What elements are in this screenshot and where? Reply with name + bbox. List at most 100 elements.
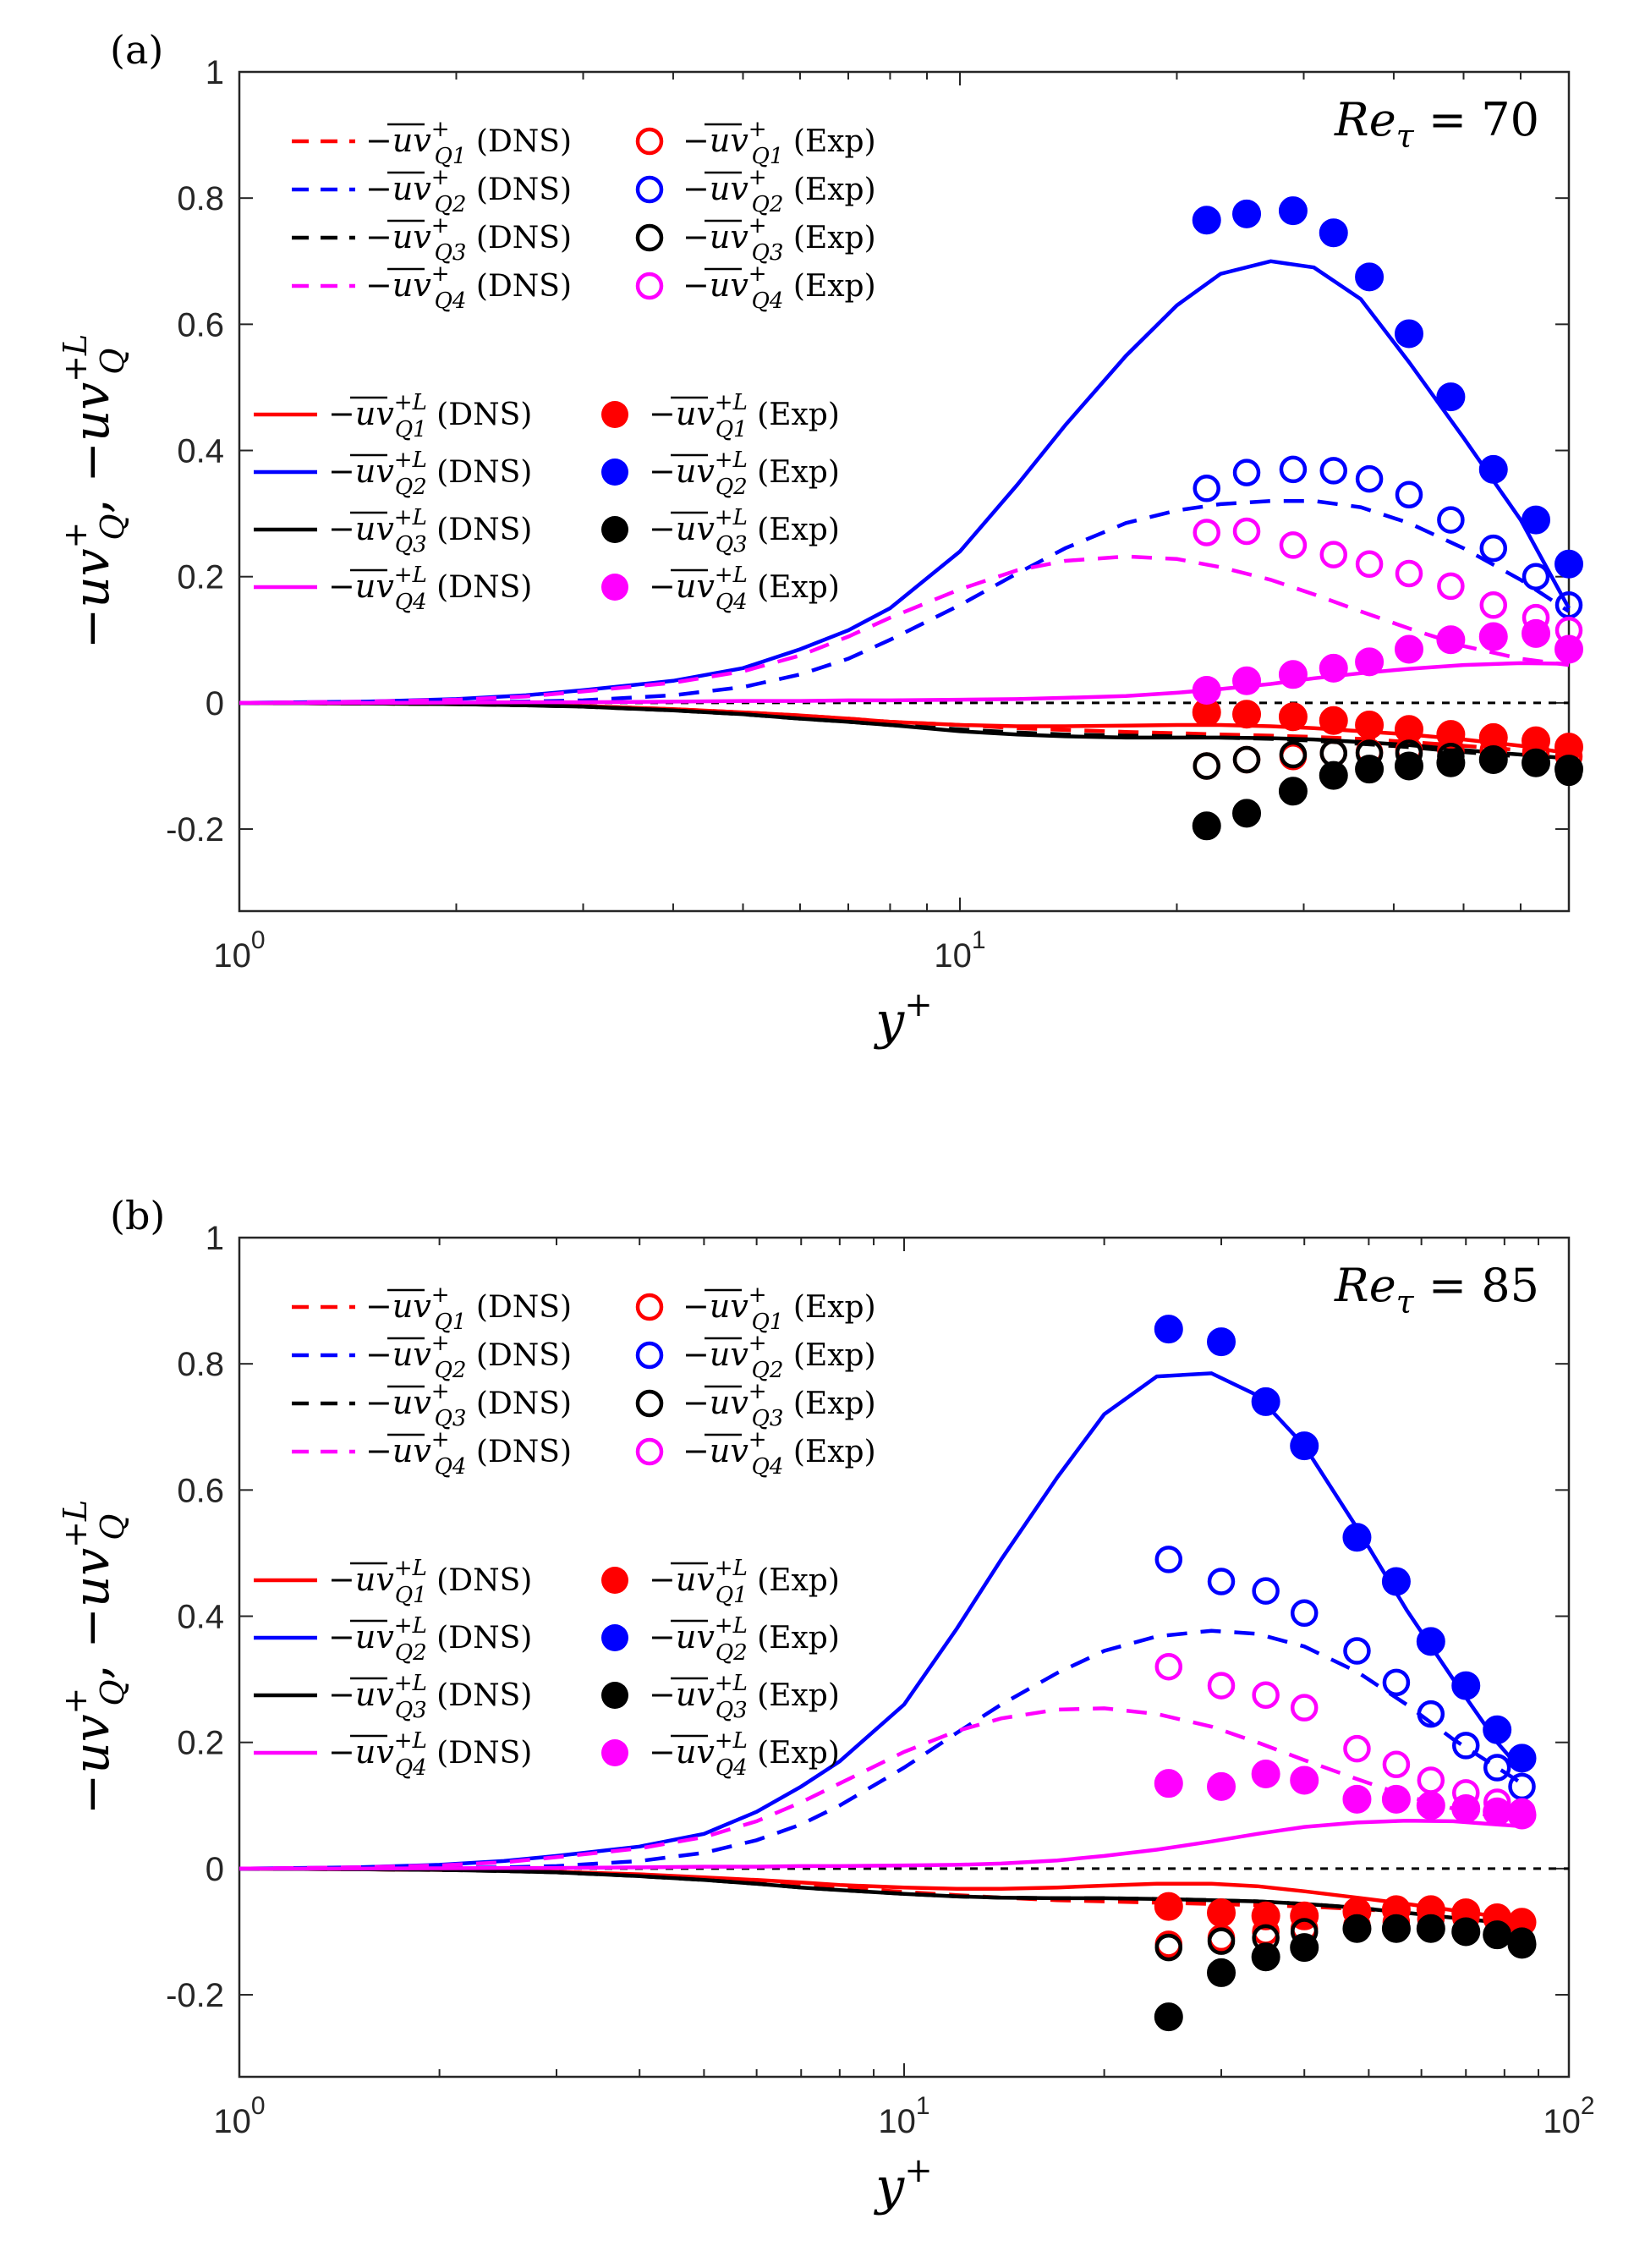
exp-open-point-q2 [1479,534,1508,563]
dns-solid-line-q3 [239,1866,1522,1926]
exp-open-point-q2 [1508,1772,1536,1801]
exp-open-point-q2 [1343,1637,1371,1665]
legend-term: −uv+L Q2 (DNS) [328,448,532,500]
exp-filled-point-q2 [1207,1327,1236,1357]
legend-bottom-item-q1: −uv+L Q1 (DNS) −uv+L Q1 (Exp) [254,1556,840,1608]
exp-open-point-q4 [1319,541,1348,568]
x-tick-label: 101 [934,926,985,975]
legend-term: −uv+L Q2 (Exp) [649,448,840,500]
exp-open-point-q4 [1479,591,1508,619]
legend-term: −uv+ Q1 (Exp) [683,117,876,169]
exp-open-point-q2 [1252,1577,1280,1605]
exp-open-point-q3 [1252,1924,1280,1952]
exp-open-point-q4 [1355,550,1384,579]
legend-term: −uv+L Q1 (DNS) [328,390,532,442]
dns-dashed-line-q3 [239,1866,1522,1926]
exp-open-point-q3 [1355,739,1384,767]
exp-open-point-q3 [1343,1914,1371,1942]
exp-open-point-q4 [1382,1750,1411,1779]
exp-filled-point-q1 [1278,702,1308,732]
exp-filled-point-q4 [1342,1784,1372,1814]
exp-open-point-q3 [1193,752,1220,780]
exp-open-point-q2 [1207,1568,1236,1595]
exp-open-point-q4 [1508,1798,1536,1826]
exp-filled-point-q4 [1554,634,1583,664]
legend-term: −uv+L Q1 (DNS) [328,1556,532,1608]
legend-top-item-q3: −uv+ Q3 (DNS) −uv+ Q3 (Exp) [292,213,876,266]
legend-open-marker [635,1293,664,1321]
dns-solid-line-q2 [239,259,1571,706]
legend-bottom-item-q1: −uv+L Q1 (DNS) −uv+L Q1 (Exp) [254,390,840,442]
exp-open-point-q2 [1355,464,1384,493]
reynolds-annotation: Reτ = 70 [1334,93,1539,155]
legend-bottom-item-q4: −uv+L Q4 (DNS) −uv+L Q4 (Exp) [254,1728,840,1781]
y-tick-label: 0 [206,1851,224,1888]
legend-term: −uv+L Q3 (Exp) [649,505,840,557]
chart-panel-a: -0.2 0 0.2 0.4 0.6 0.8 1 100 101 (a) Reτ = 70 −uv+ Q… [57,27,1583,1051]
exp-filled-point-q2 [1154,1315,1183,1344]
exp-filled-point-q2 [1319,218,1348,248]
legend-filled-marker [601,1682,628,1709]
legend-term: −uv+ Q1 (Exp) [683,1282,876,1335]
legend-open-marker [635,1341,664,1370]
exp-filled-point-q3 [1207,1958,1236,1987]
exp-filled-point-q4 [1355,647,1385,677]
y-tick-label: 0.6 [177,306,224,343]
legend-term: −uv+ Q4 (DNS) [365,261,572,314]
exp-filled-point-q2 [1381,1567,1411,1596]
exp-open-point-q2 [1154,1546,1183,1573]
exp-open-point-q4 [1417,1766,1445,1794]
legend-top: −uv+ Q1 (DNS) −uv+ Q1 (Exp)−uv+ Q2 (DNS) −uv+… [292,117,876,314]
exp-filled-point-q2 [1342,1523,1372,1552]
exp-open-point-q2 [1395,481,1423,508]
exp-filled-point-q4 [1278,660,1308,689]
exp-filled-point-q4 [1154,1769,1183,1798]
exp-filled-point-q3 [1154,2002,1183,2032]
exp-filled-point-q3 [1278,777,1308,806]
legend-bottom-item-q3: −uv+L Q3 (DNS) −uv+L Q3 (Exp) [254,505,840,557]
exp-open-point-q3 [1290,1918,1319,1946]
x-tick-label: 100 [213,2092,265,2140]
y-tick-label: 0.2 [177,559,224,596]
legend-term: −uv+L Q4 (DNS) [328,1728,532,1781]
y-tick-label: 1 [206,1220,224,1257]
exp-filled-point-q4 [1436,625,1466,655]
exp-open-point-q2 [1232,459,1261,486]
legend-term: −uv+ Q3 (Exp) [683,1379,876,1431]
legend-filled-marker [601,1624,628,1651]
exp-open-point-q3 [1382,1914,1411,1942]
exp-open-point-q2 [1417,1700,1445,1728]
exp-filled-point-q2 [1522,505,1551,535]
legend-term: −uv+ Q2 (Exp) [683,1331,876,1383]
legend-open-marker [635,1437,664,1466]
exp-filled-point-q1 [1319,706,1348,735]
y-tick-label: 0.2 [177,1725,224,1762]
dns-solid-line-q4 [239,1818,1522,1871]
legend-top-item-q2: −uv+ Q2 (DNS) −uv+ Q2 (Exp) [292,165,876,217]
exp-open-point-q4 [1290,1694,1319,1722]
exp-open-point-q3 [1451,1918,1480,1946]
exp-filled-point-q4 [1207,1771,1236,1801]
exp-filled-point-q4 [1416,1791,1445,1820]
legend-term: −uv+L Q1 (Exp) [649,390,840,442]
exp-open-point-q4 [1437,572,1465,601]
exp-filled-point-q3 [1436,748,1466,777]
legend-term: −uv+ Q3 (DNS) [365,213,572,266]
legend-term: −uv+L Q4 (DNS) [328,563,532,615]
legend-term: −uv+L Q4 (Exp) [649,1728,840,1781]
exp-filled-point-q3 [1192,811,1221,841]
x-tick-label: 100 [213,926,265,975]
y-tick-label: 0.8 [177,180,224,217]
reynolds-annotation: Reτ = 85 [1334,1259,1539,1321]
legend-term: −uv+ Q3 (Exp) [683,213,876,266]
y-tick-label: 0.8 [177,1346,224,1383]
exp-open-point-q4 [1554,616,1583,645]
y-tick-label: 0.4 [177,1599,224,1636]
exp-open-point-q3 [1479,745,1508,774]
exp-open-point-q3 [1417,1914,1445,1942]
exp-filled-point-q2 [1192,206,1221,235]
exp-open-point-q3 [1319,739,1348,767]
exp-filled-point-q3 [1251,1942,1280,1972]
legend-term: −uv+ Q1 (DNS) [365,117,572,169]
exp-filled-point-q4 [1394,634,1423,664]
